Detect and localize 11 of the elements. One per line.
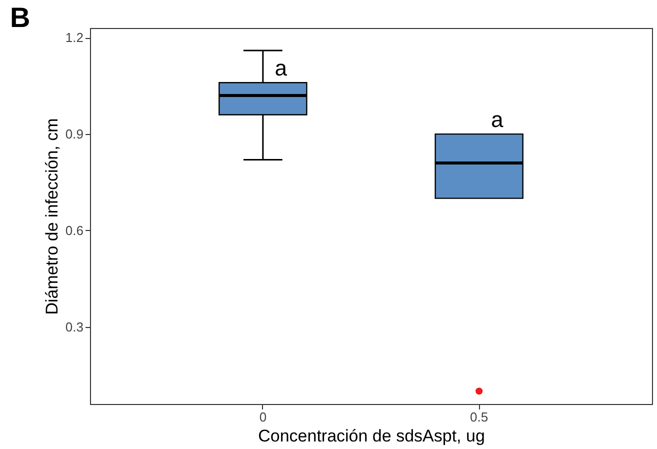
x-axis-title: Concentración de sdsAspt, ug [258, 426, 485, 446]
annotation: a [274, 56, 288, 81]
chart-title: B [10, 2, 30, 33]
y-tick-label: 1.2 [65, 30, 84, 46]
x-tick-label: 0 [259, 410, 267, 424]
y-tick-label: 0.9 [65, 126, 84, 142]
x-tick-label: 0.5 [470, 410, 488, 424]
annotation: a [490, 107, 504, 132]
y-axis-title: Diámetro de infección, cm [42, 118, 62, 315]
y-tick-label: 0.3 [65, 319, 84, 334]
y-tick-label: 0.6 [65, 222, 84, 238]
